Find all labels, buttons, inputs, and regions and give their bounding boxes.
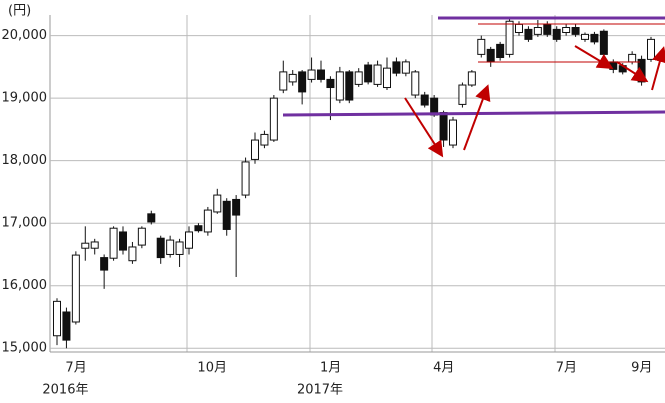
candle-body [628,53,637,63]
x-tick-label: 7月 [65,361,86,376]
candles [53,18,655,349]
y-tick-label: 19,000 [2,91,48,106]
candle-body [175,241,184,255]
y-tick-label: 18,000 [2,153,48,168]
candle-body [279,71,288,91]
candle-body [411,71,420,96]
arrow [463,84,491,151]
candle-body [590,33,599,43]
y-tick-label: 16,000 [2,278,48,293]
support-line [282,110,665,117]
candle-body [383,67,391,89]
candle-body [599,30,608,55]
x-tick-label: 4月 [433,361,454,376]
candle-body [609,61,618,70]
candle-body [392,61,401,74]
candle-body [109,227,118,259]
candle-body [524,28,533,40]
arrow [404,97,444,158]
candle-body [505,20,514,55]
candle-body [373,64,382,85]
candle-body [100,257,109,271]
candle-body [326,78,335,89]
candle-body [364,64,373,83]
unit-label: (円) [8,4,31,19]
candle-body [251,139,259,160]
candle-body [354,71,363,85]
candle-body [222,200,231,230]
candle-body [137,227,146,246]
candle-body [298,71,307,93]
candle-body [496,43,505,59]
candle-body [62,311,71,341]
candle-body [515,23,523,34]
candle-body [185,231,193,249]
candle-body [467,71,476,86]
candle-body [288,73,297,83]
candle-body [71,254,80,323]
candle-body [260,133,269,146]
x-tick-label: 7月 [556,361,577,376]
candle-body [166,239,175,255]
x-tick-label: 9月 [631,361,652,376]
candle-body [203,209,212,233]
y-tick-label: 17,000 [2,216,48,231]
y-tick-label: 20,000 [2,28,48,43]
candle-body [335,71,344,101]
arrow [651,46,665,91]
candle-body [543,23,552,35]
y-tick-label: 15,000 [2,341,48,356]
candle-body [194,225,203,232]
candle-body [552,28,561,40]
candle-body [317,69,325,80]
candle-body [345,71,354,101]
candle-body [241,161,250,196]
candle-body [562,27,571,34]
candle-body [147,213,156,223]
candle-body [439,112,448,141]
candle-body [449,119,457,146]
candle-body [119,231,127,251]
candle-body [269,97,278,141]
year-label: 2016年 [42,383,88,398]
candle-body [571,27,580,35]
year-label: 2017年 [297,383,343,398]
candle-body [458,84,467,105]
arrow [574,45,614,70]
x-tick-label: 10月 [197,361,227,376]
candle-body [647,38,655,60]
candle-body [401,61,410,74]
arrow [616,61,649,83]
candle-body [420,94,429,106]
candle-body [81,242,90,249]
candle-body [128,246,137,262]
candle-body [477,38,486,55]
candle-body [232,198,241,216]
candle-body [307,69,316,80]
candle-body [213,194,222,213]
annotations [282,16,665,158]
candle-body [533,27,542,35]
candle-body [486,48,495,63]
candle-body [53,300,61,337]
x-tick-label: 1月 [320,361,341,376]
candle-body [581,33,589,40]
candle-body [156,237,165,259]
candle-body [90,241,99,249]
